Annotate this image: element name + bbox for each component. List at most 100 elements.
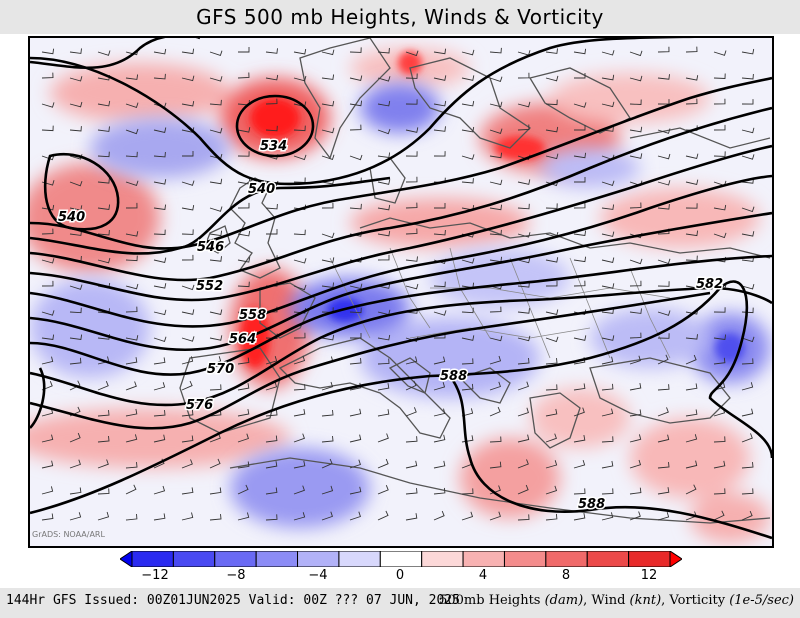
wind-barb [69,334,83,341]
wind-barb [601,50,615,56]
wind-barb [237,127,251,133]
wind-barb [41,228,54,235]
wind-barb [293,409,306,417]
wind-barb [461,358,474,365]
wind-barb [69,512,82,521]
wind-barb [41,486,54,495]
wind-barb [181,459,193,469]
wind-barb [266,229,278,235]
wind-barb [293,229,306,236]
wind-barb [517,459,529,469]
wind-barb [601,283,615,289]
wind-barb [489,406,501,417]
wind-barb [573,256,587,263]
wind-barb [153,309,167,316]
wind-barb [405,256,418,262]
wind-barb [41,154,55,161]
wind-barb [517,282,530,288]
wind-barb [97,511,110,521]
wind-barb [125,306,138,313]
wind-barb [545,257,559,263]
wind-barb [489,461,502,469]
wind-barb [741,382,754,391]
wind-barb [713,488,726,495]
wind-barb [69,432,81,443]
wind-barb [629,383,642,391]
wind-barb [545,408,558,417]
wind-barb [97,410,110,417]
wind-barb [545,460,558,469]
wind-barb [377,458,389,469]
wind-barb [181,435,194,443]
wind-barb [97,204,111,211]
footer-bar: 144Hr GFS Issued: 00Z01JUN2025 Valid: 00… [0,588,800,618]
wind-barb [713,307,726,313]
wind-barb [685,179,699,186]
wind-barb [545,203,558,209]
wind-barb [293,284,307,291]
wind-barb [685,484,697,495]
wind-barb [153,357,166,365]
wind-barb [349,154,363,161]
wind-barb [434,203,446,209]
wind-barb [545,126,559,133]
wind-barb [489,229,502,236]
wind-barb [489,335,503,342]
wind-barb [405,50,419,57]
wind-barb [517,124,530,131]
wind-barb [657,333,670,339]
wind-barb [629,75,643,82]
wind-barb [629,126,643,133]
wind-barb [237,484,249,495]
wind-barb [405,151,418,157]
forecast-issued-text: 144Hr GFS Issued: 00Z01JUN2025 Valid: 00… [6,593,460,608]
wind-barb [293,332,306,339]
wind-barb [69,101,83,108]
colorbar-tick-label: 12 [640,568,658,583]
wind-barb [545,485,558,495]
wind-barb [209,256,222,262]
wind-barb [349,203,362,210]
wind-barb [97,381,109,391]
colorbar-ticks: −12 −8 −4 0 4 8 12 [0,568,800,586]
wind-barb [601,257,615,263]
colorbar-tick-label: 4 [478,568,488,583]
wind-barb [293,485,305,495]
wind-barb [461,335,475,341]
wind-barb [265,203,278,210]
wind-barb [349,100,363,107]
wind-barb [657,407,669,417]
wind-barb [321,435,334,443]
wind-barb [321,100,335,107]
wind-barb [321,257,335,263]
wind-barb [629,332,642,339]
wind-barb [461,258,475,264]
wind-barb [181,409,194,417]
wind-barb [629,153,643,159]
wind-barb [517,72,530,79]
wind-barb [405,127,419,133]
wind-barb [41,48,55,55]
wind-barb [97,126,110,132]
wind-barb [69,180,83,187]
wind-barb [125,255,138,262]
wind-barb [237,202,250,209]
wind-barb [573,152,587,159]
wind-barb [69,307,82,314]
contour-label: 540 [58,210,85,225]
wind-barb [209,356,222,365]
legend-heights-units: (dam) [544,593,584,608]
wind-barb [685,383,698,391]
wind-barb [573,280,586,287]
wind-barb [601,356,614,365]
wind-barb [237,179,251,185]
wind-barb [489,511,501,521]
colorbar-segment [545,551,588,567]
wind-barb [209,50,223,56]
wind-barb [349,124,362,131]
wind-barb [601,180,615,186]
wind-barb [713,204,727,211]
positive-vorticity-areas [30,48,770,543]
wind-barb [657,310,671,316]
wind-barb [97,178,110,184]
